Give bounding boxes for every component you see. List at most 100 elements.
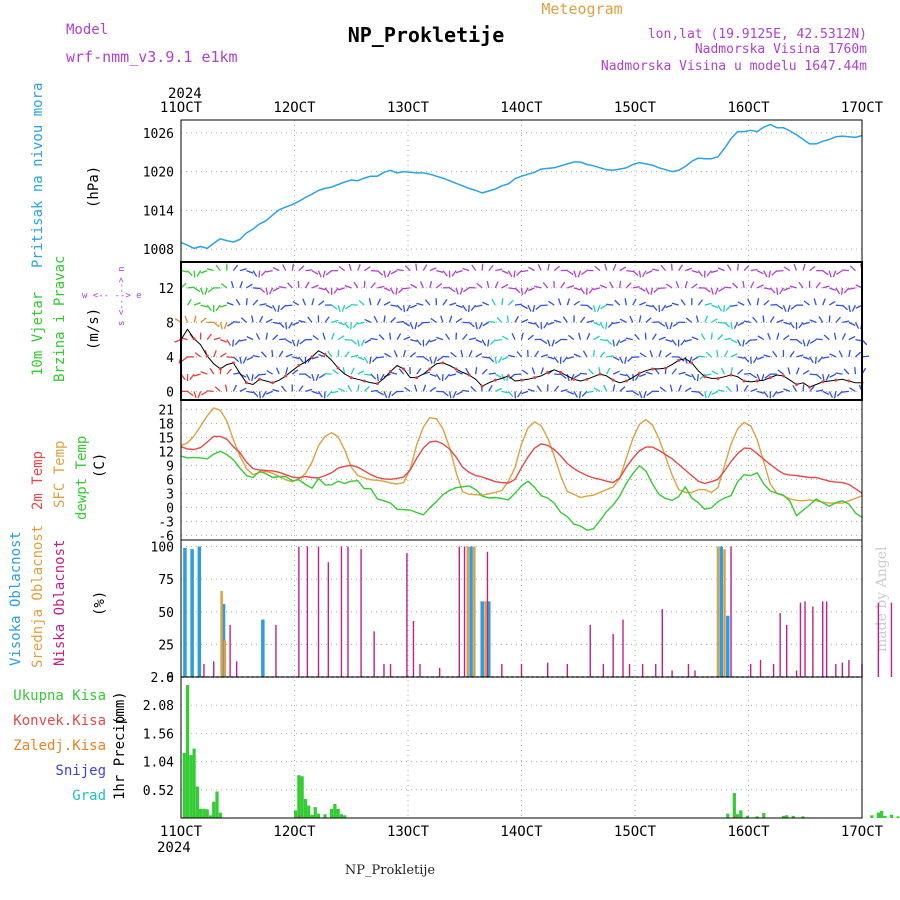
wind-barb	[750, 356, 752, 364]
wind-barb	[338, 387, 345, 392]
conv-precip-bar	[183, 816, 186, 818]
wind-barb	[678, 371, 686, 375]
wind-barb	[373, 315, 379, 323]
wind-barb	[200, 371, 208, 375]
total-precip-bar	[880, 810, 884, 818]
total-precip-bar	[313, 807, 317, 818]
wind-speed-marker	[323, 352, 327, 356]
wind-barb	[252, 287, 261, 290]
wind-barb	[532, 304, 536, 313]
wind-speed-marker	[834, 378, 838, 382]
y-tick-label: 15	[158, 431, 174, 446]
wind-barb	[842, 320, 850, 324]
cloud-unit: (%)	[92, 591, 108, 616]
total-precip-bar	[182, 752, 186, 818]
total-precip-bar	[762, 813, 766, 818]
wind-barb	[299, 339, 306, 345]
low-cloud-bar	[622, 619, 624, 677]
wind-barb	[848, 349, 851, 357]
wind-barb	[809, 385, 815, 392]
wind-barb	[717, 267, 725, 272]
wind-barb	[776, 390, 784, 394]
wind-barb	[691, 390, 699, 393]
total-precip-bar	[297, 775, 301, 818]
wind-barb	[449, 287, 456, 293]
wind-barb	[305, 269, 313, 272]
wind-speed-marker	[297, 364, 301, 367]
wind-barb	[245, 298, 248, 306]
wind-barb	[220, 339, 228, 343]
wind-barb	[376, 298, 381, 306]
wind-barb	[475, 322, 478, 330]
wind-barb	[669, 322, 673, 330]
wind-barb	[377, 390, 384, 396]
wind-barb	[761, 373, 765, 382]
high-cloud-bar	[190, 549, 194, 677]
wind-barb	[261, 391, 267, 398]
wind-barb	[691, 336, 699, 341]
wind-barb	[604, 263, 608, 271]
wind-barb	[582, 350, 588, 358]
wind-barb	[507, 390, 514, 398]
wind-barb	[422, 356, 430, 362]
wind-barb	[511, 332, 516, 340]
wind-barb	[573, 270, 577, 278]
wind-barb	[796, 339, 803, 345]
wind-barb	[835, 372, 843, 375]
wind-barb	[772, 390, 778, 398]
wind-barb	[429, 356, 433, 364]
wind-barb	[242, 356, 248, 364]
wind-barb	[645, 371, 653, 375]
wind-barb	[671, 302, 679, 306]
wind-barb	[442, 270, 448, 277]
wind-barb	[404, 265, 411, 272]
wind-barb	[626, 269, 634, 273]
wind-barb	[646, 390, 653, 397]
wind-barb	[209, 367, 215, 375]
wind-barb	[200, 287, 204, 295]
high-cloud-bar	[726, 615, 730, 677]
wind-barb	[285, 339, 293, 344]
wind-barb	[415, 263, 418, 271]
wind-barb	[312, 334, 319, 341]
wind-speed-marker	[493, 378, 497, 382]
wind-barb	[547, 321, 555, 326]
y-tick-label: 21	[158, 403, 174, 418]
total-precip-bar	[755, 816, 759, 818]
wind-barb	[730, 322, 733, 330]
wind-speed-marker	[520, 378, 523, 382]
low-cloud-bar	[463, 546, 466, 677]
x-tick-label: 14OCT	[500, 100, 543, 116]
wind-barb	[324, 287, 330, 294]
wind-barb	[337, 321, 345, 326]
pressure-unit: (hPa)	[86, 166, 102, 208]
wind-speed-marker	[231, 361, 235, 365]
wind-barb	[714, 287, 719, 295]
total-precip-bar	[323, 814, 327, 818]
wind-barb	[193, 373, 201, 377]
wind-barb	[422, 384, 427, 392]
wind-barb	[553, 385, 560, 392]
wind-barb	[534, 321, 540, 329]
wind-speed-marker	[729, 373, 733, 377]
wind-barb	[691, 373, 696, 381]
wind-barb	[737, 301, 745, 306]
wind-barb	[705, 351, 712, 358]
y-tick-label: 1.56	[143, 727, 174, 742]
wind-barb	[514, 303, 522, 306]
wind-barb	[246, 283, 253, 289]
wind-barb	[429, 386, 436, 392]
wind-barb	[448, 391, 452, 399]
wind-barb	[429, 339, 437, 343]
wind-barb	[776, 319, 784, 323]
wind-barb	[311, 298, 315, 306]
wind-speed-marker	[795, 382, 799, 386]
wind-barb	[560, 281, 566, 289]
wind-barb	[317, 391, 323, 398]
wind-barb	[521, 304, 528, 310]
wind-barb	[507, 299, 514, 306]
total-precip-bar	[208, 815, 213, 818]
wind-barb	[370, 389, 378, 393]
wind-barb	[716, 349, 719, 357]
low-cloud-bar	[347, 546, 349, 677]
